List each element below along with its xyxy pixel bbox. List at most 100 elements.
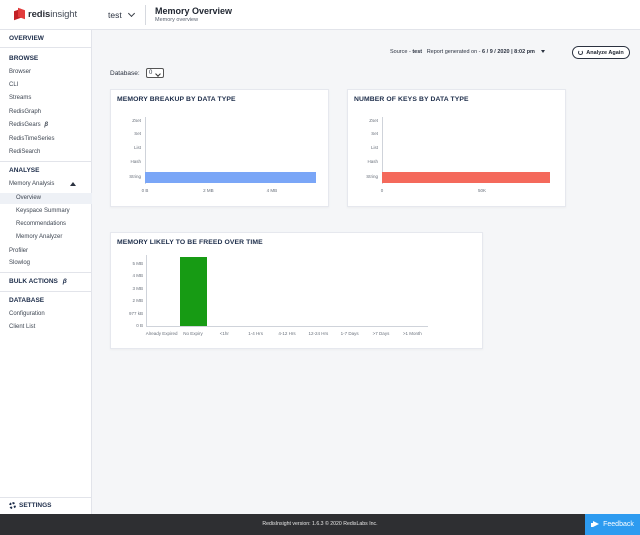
sidebar-section-browse: BROWSE — [9, 55, 39, 62]
sidebar-item-client-list[interactable]: Client List — [9, 324, 36, 330]
y-tick-label: 3 MB — [132, 285, 143, 291]
sidebar-item-overview[interactable]: Overview — [16, 195, 42, 201]
data-bar — [145, 171, 317, 183]
x-tick-label: 12-24 Hrs — [308, 331, 329, 336]
x-tick-label: Already Expired — [145, 331, 178, 336]
y-axis-line — [145, 117, 146, 184]
divider — [0, 161, 92, 162]
database-label: Database: — [110, 70, 140, 77]
x-tick-label: 50K — [477, 188, 487, 193]
chart-title: MEMORY BREAKUP BY DATA TYPE — [117, 96, 236, 103]
y-axis-line — [146, 255, 147, 326]
sidebar-item-redisearch[interactable]: RediSearch — [9, 149, 41, 155]
x-tick-label: 4-12 Hrs — [278, 331, 296, 336]
footer: RedisInsight version: 1.6.3 © 2020 Redis… — [0, 514, 640, 535]
brand-light: insight — [50, 9, 77, 20]
report-source[interactable]: Source - test Report generated on - 6 / … — [390, 49, 546, 55]
y-tick-label: 977 kB — [128, 310, 143, 316]
y-tick-label: 4 MB — [132, 273, 143, 279]
database-switcher[interactable]: test — [108, 9, 135, 20]
sidebar-overview[interactable]: OVERVIEW — [9, 35, 44, 42]
y-tick-label: List — [133, 145, 141, 150]
x-axis-line — [146, 326, 428, 327]
beta-badge: β — [44, 122, 49, 128]
memory-breakup-card: MEMORY BREAKUP BY DATA TYPE Zset Set List H… — [110, 89, 329, 207]
sidebar-item-streams[interactable]: Streams — [9, 95, 32, 101]
x-tick-label: >7 Days — [372, 331, 390, 336]
sidebar-item-browser[interactable]: Browser — [9, 69, 32, 75]
redisinsight-logo[interactable]: redisinsight — [14, 7, 77, 21]
sidebar-item-redistimeseries[interactable]: RedisTimeSeries — [9, 136, 55, 142]
x-tick-label: >1 Month — [402, 331, 422, 336]
divider — [0, 47, 92, 48]
header-divider — [145, 5, 146, 25]
y-tick-label: Set — [371, 131, 378, 136]
data-bar — [179, 256, 207, 326]
y-tick-label: Zset — [132, 118, 141, 123]
sidebar-item-redisgraph[interactable]: RedisGraph — [9, 109, 42, 115]
sidebar-item-slowlog[interactable]: Slowlog — [9, 260, 31, 266]
settings-button[interactable]: SETTINGS — [9, 502, 52, 509]
sidebar-item-cli[interactable]: CLI — [9, 82, 19, 88]
y-axis-line — [382, 117, 383, 184]
sidebar-active-highlight — [0, 193, 92, 204]
settings-label: SETTINGS — [19, 502, 52, 509]
x-tick-label: 1-7 Days — [340, 331, 359, 336]
memory-freed-card: MEMORY LIKELY TO BE FREED OVER TIME 0 B 9… — [110, 232, 483, 349]
chart-title: NUMBER OF KEYS BY DATA TYPE — [354, 96, 469, 103]
refresh-icon — [578, 50, 584, 55]
sidebar-bulk-actions[interactable]: BULK ACTIONS β — [9, 278, 67, 285]
sidebar-item-memory-analysis[interactable]: Memory Analysis — [9, 181, 55, 187]
redis-cube-icon — [14, 7, 25, 21]
y-tick-label: Zset — [369, 118, 378, 123]
y-tick-label: List — [370, 145, 378, 150]
divider — [0, 291, 92, 292]
y-tick-label: 5 MB — [132, 260, 143, 266]
sidebar-item-profiler[interactable]: Profiler — [9, 248, 29, 254]
version-text: RedisInsight version: 1.6.3 © 2020 Redis… — [262, 521, 378, 527]
sidebar-item-recommendations[interactable]: Recommendations — [16, 221, 67, 227]
megaphone-icon — [591, 522, 599, 528]
y-tick-label: Hash — [130, 159, 141, 164]
divider — [0, 497, 92, 498]
sidebar-item-memory-analyzer[interactable]: Memory Analyzer — [16, 234, 63, 240]
y-tick-label: Hash — [367, 159, 378, 164]
database-dropdown[interactable]: 0 — [146, 68, 164, 78]
y-tick-label: 2 MB — [132, 298, 143, 303]
page-title: Memory Overview — [155, 6, 233, 16]
beta-badge: β — [62, 278, 67, 285]
feedback-label: Feedback — [603, 521, 634, 528]
keys-by-type-card: NUMBER OF KEYS BY DATA TYPE Zset Set List H… — [347, 89, 566, 207]
divider — [0, 272, 92, 273]
analyze-again-button[interactable]: Analyze Again — [572, 46, 630, 59]
x-tick-label: 0 — [380, 188, 384, 193]
caret-down-icon — [541, 50, 546, 54]
x-tick-label: 2 MB — [203, 188, 214, 193]
report-label: Report generated on - — [426, 49, 483, 55]
collapse-arrow-icon[interactable] — [70, 182, 76, 186]
x-tick-label: No Expiry — [183, 331, 203, 336]
y-tick-label: Set — [134, 131, 141, 136]
top-header: redisinsight test Memory Overview Memory… — [0, 0, 640, 30]
sidebar-section-analyse: ANALYSE — [9, 167, 40, 174]
sidebar-item-redisgears[interactable]: RedisGears β — [9, 122, 48, 128]
sidebar-section-database: DATABASE — [9, 297, 45, 304]
sidebar: OVERVIEW BROWSE Browser CLI Streams Redi… — [0, 30, 92, 514]
sidebar-item-label: RedisGears — [9, 122, 41, 128]
report-value: 6 / 9 / 2020 | 8:02 pm — [482, 49, 535, 55]
bulk-actions-label: BULK ACTIONS — [9, 278, 58, 285]
sidebar-item-keyspace-summary[interactable]: Keyspace Summary — [16, 208, 70, 214]
x-tick-label: 4 MB — [266, 188, 278, 193]
chevron-down-icon — [127, 9, 135, 18]
y-tick-label: 0 B — [136, 323, 143, 328]
data-bar — [382, 171, 550, 183]
page-subtitle: Memory overview — [155, 17, 199, 23]
database-name: test — [108, 10, 122, 20]
gear-icon — [9, 502, 16, 509]
x-tick-label: 0 B — [141, 188, 149, 193]
feedback-button[interactable]: Feedback — [585, 514, 640, 535]
sidebar-item-configuration[interactable]: Configuration — [9, 311, 45, 317]
analyze-again-label: Analyze Again — [586, 49, 624, 56]
chart-title: MEMORY LIKELY TO BE FREED OVER TIME — [117, 239, 263, 246]
x-tick-label: <1hr — [219, 331, 229, 336]
